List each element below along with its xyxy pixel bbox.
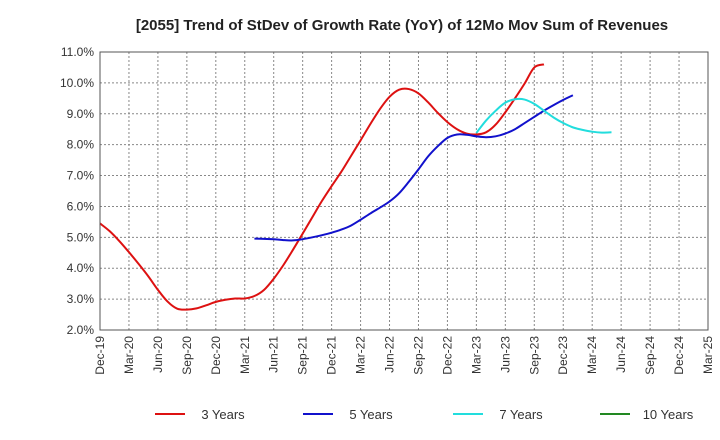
x-tick-label: Dec-23 xyxy=(556,336,570,375)
x-tick-label: Mar-21 xyxy=(238,336,252,374)
x-tick-label: Jun-21 xyxy=(267,336,281,373)
y-tick-label: 11.0% xyxy=(61,45,94,59)
x-tick-label: Mar-22 xyxy=(354,336,368,374)
x-tick-label: Sep-20 xyxy=(180,336,194,375)
x-tick-label: Dec-21 xyxy=(325,336,339,375)
x-tick-label: Jun-24 xyxy=(614,336,628,373)
series-lines xyxy=(99,63,612,311)
x-axis: Dec-19 Mar-20 Jun-20 Sep-20 Dec-20 Mar-21 Jun-… xyxy=(93,336,715,375)
x-tick-label: Sep-23 xyxy=(527,336,541,375)
x-tick-label: Dec-22 xyxy=(440,336,454,375)
legend: 3 Years 5 Years 7 Years 10 Years xyxy=(155,407,694,422)
x-tick-label: Sep-22 xyxy=(411,336,425,375)
series-line-5-years xyxy=(254,94,574,242)
x-tick-label: Dec-20 xyxy=(209,336,223,375)
y-tick-label: 6.0% xyxy=(67,199,95,213)
x-tick-label: Mar-20 xyxy=(122,336,136,374)
y-tick-label: 10.0% xyxy=(60,76,94,90)
y-tick-label: 2.0% xyxy=(67,323,95,337)
x-tick-label: Sep-24 xyxy=(643,336,657,375)
y-tick-label: 9.0% xyxy=(67,107,95,121)
legend-label-10-years: 10 Years xyxy=(643,407,694,422)
series-line-7-years xyxy=(475,97,612,134)
x-tick-label: Jun-20 xyxy=(151,336,165,373)
plot-border xyxy=(99,51,709,331)
x-tick-label: Dec-19 xyxy=(93,336,107,375)
legend-label-7-years: 7 Years xyxy=(499,407,543,422)
x-tick-label: Mar-25 xyxy=(701,336,715,374)
x-tick-label: Jun-23 xyxy=(498,336,512,373)
x-tick-label: Sep-21 xyxy=(296,336,310,375)
x-tick-label: Mar-24 xyxy=(585,336,599,374)
y-axis: 2.0% 3.0% 4.0% 5.0% 6.0% 7.0% 8.0% 9.0% 10.0% 11.… xyxy=(60,45,94,337)
legend-label-3-years: 3 Years xyxy=(201,407,245,422)
series-line-3-years xyxy=(99,63,545,311)
y-tick-label: 7.0% xyxy=(67,169,95,183)
y-tick-label: 3.0% xyxy=(67,292,95,306)
x-tick-label: Mar-23 xyxy=(469,336,483,374)
x-tick-label: Jun-22 xyxy=(383,336,397,373)
y-tick-label: 8.0% xyxy=(67,138,95,152)
y-tick-label: 4.0% xyxy=(67,261,95,275)
chart-title: [2055] Trend of StDev of Growth Rate (Yo… xyxy=(136,17,668,34)
x-tick-label: Dec-24 xyxy=(672,336,686,375)
plot-area xyxy=(100,52,708,330)
y-tick-label: 5.0% xyxy=(67,230,95,244)
legend-label-5-years: 5 Years xyxy=(349,407,393,422)
